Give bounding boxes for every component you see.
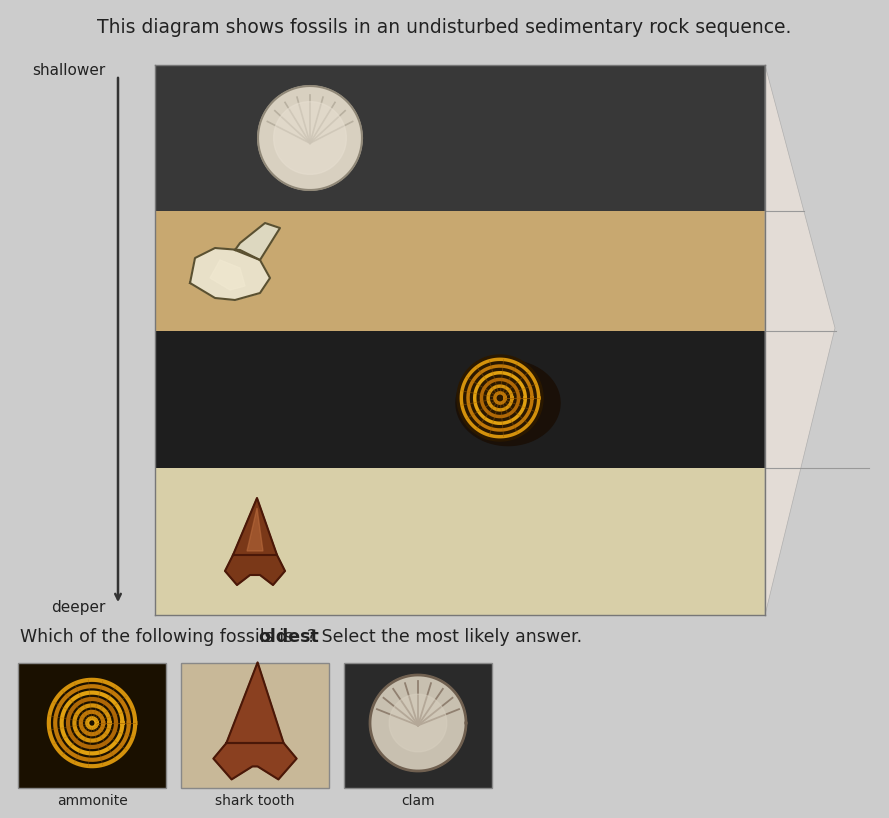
Bar [181, 663, 329, 788]
Polygon shape [247, 508, 263, 551]
Polygon shape [389, 694, 447, 752]
Text: ? Select the most likely answer.: ? Select the most likely answer. [308, 628, 582, 646]
Text: clam: clam [401, 794, 435, 808]
Polygon shape [227, 663, 284, 743]
Text: This diagram shows fossils in an undisturbed sedimentary rock sequence.: This diagram shows fossils in an undistu… [97, 18, 791, 37]
Polygon shape [213, 743, 297, 780]
Text: Which of the following fossils is: Which of the following fossils is [20, 628, 299, 646]
Polygon shape [210, 260, 245, 290]
Polygon shape [233, 498, 277, 555]
Bar [344, 663, 492, 788]
Polygon shape [44, 675, 140, 771]
Polygon shape [235, 223, 280, 260]
Polygon shape [370, 675, 466, 771]
Bar [18, 663, 166, 788]
Text: shallower: shallower [32, 63, 105, 78]
Polygon shape [456, 361, 560, 446]
Polygon shape [258, 86, 362, 190]
Polygon shape [225, 555, 285, 585]
Bar [155, 211, 765, 331]
Text: ammonite: ammonite [57, 794, 127, 808]
Bar [155, 468, 765, 615]
Polygon shape [457, 355, 543, 441]
Polygon shape [765, 65, 835, 615]
Polygon shape [190, 248, 270, 300]
Text: oldest: oldest [258, 628, 319, 646]
Polygon shape [274, 101, 347, 174]
Bar [155, 65, 765, 211]
Text: deeper: deeper [51, 600, 105, 615]
Bar [155, 331, 765, 468]
Text: shark tooth: shark tooth [215, 794, 295, 808]
